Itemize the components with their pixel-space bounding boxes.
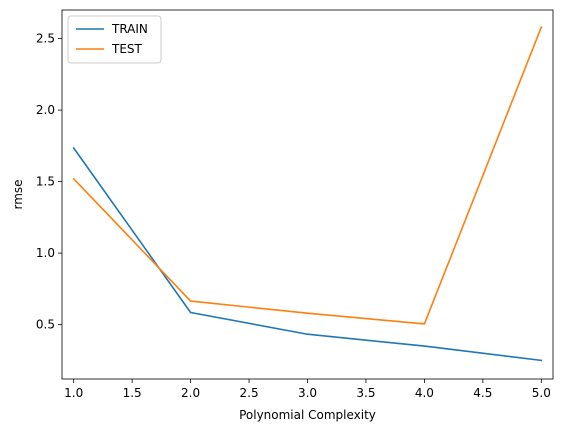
y-tick-label: 2.0 — [36, 103, 55, 117]
y-axis-label: rmse — [11, 179, 25, 209]
series-layer — [72, 26, 543, 362]
x-tick-label: 1.5 — [123, 386, 142, 400]
y-tick-label: 1.5 — [36, 175, 55, 189]
x-axis-label: Polynomial Complexity — [239, 408, 376, 422]
x-tick-label: 3.0 — [298, 386, 317, 400]
x-tick-label: 4.0 — [415, 386, 434, 400]
x-tick-label: 3.5 — [356, 386, 375, 400]
y-tick-label: 2.5 — [36, 32, 55, 46]
legend: TRAIN TEST — [67, 15, 162, 64]
series-line-test — [72, 26, 543, 325]
legend-label-test: TEST — [111, 42, 143, 56]
series-line-train — [72, 146, 543, 362]
x-tick-label: 2.0 — [181, 386, 200, 400]
y-tick-label: 1.0 — [36, 246, 55, 260]
x-tick-label: 2.5 — [240, 386, 259, 400]
x-tick-label: 4.5 — [473, 386, 492, 400]
y-tick-label: 0.5 — [36, 318, 55, 332]
x-tick-label: 5.0 — [532, 386, 551, 400]
x-axis-ticks: 1.0 1.5 2.0 2.5 3.0 3.5 4.0 4.5 5.0 — [64, 379, 551, 400]
x-tick-label: 1.0 — [64, 386, 83, 400]
y-axis-ticks: 0.5 1.0 1.5 2.0 2.5 — [36, 32, 62, 332]
legend-label-train: TRAIN — [111, 22, 148, 36]
legend-box — [67, 15, 162, 64]
axes-frame — [61, 9, 554, 380]
